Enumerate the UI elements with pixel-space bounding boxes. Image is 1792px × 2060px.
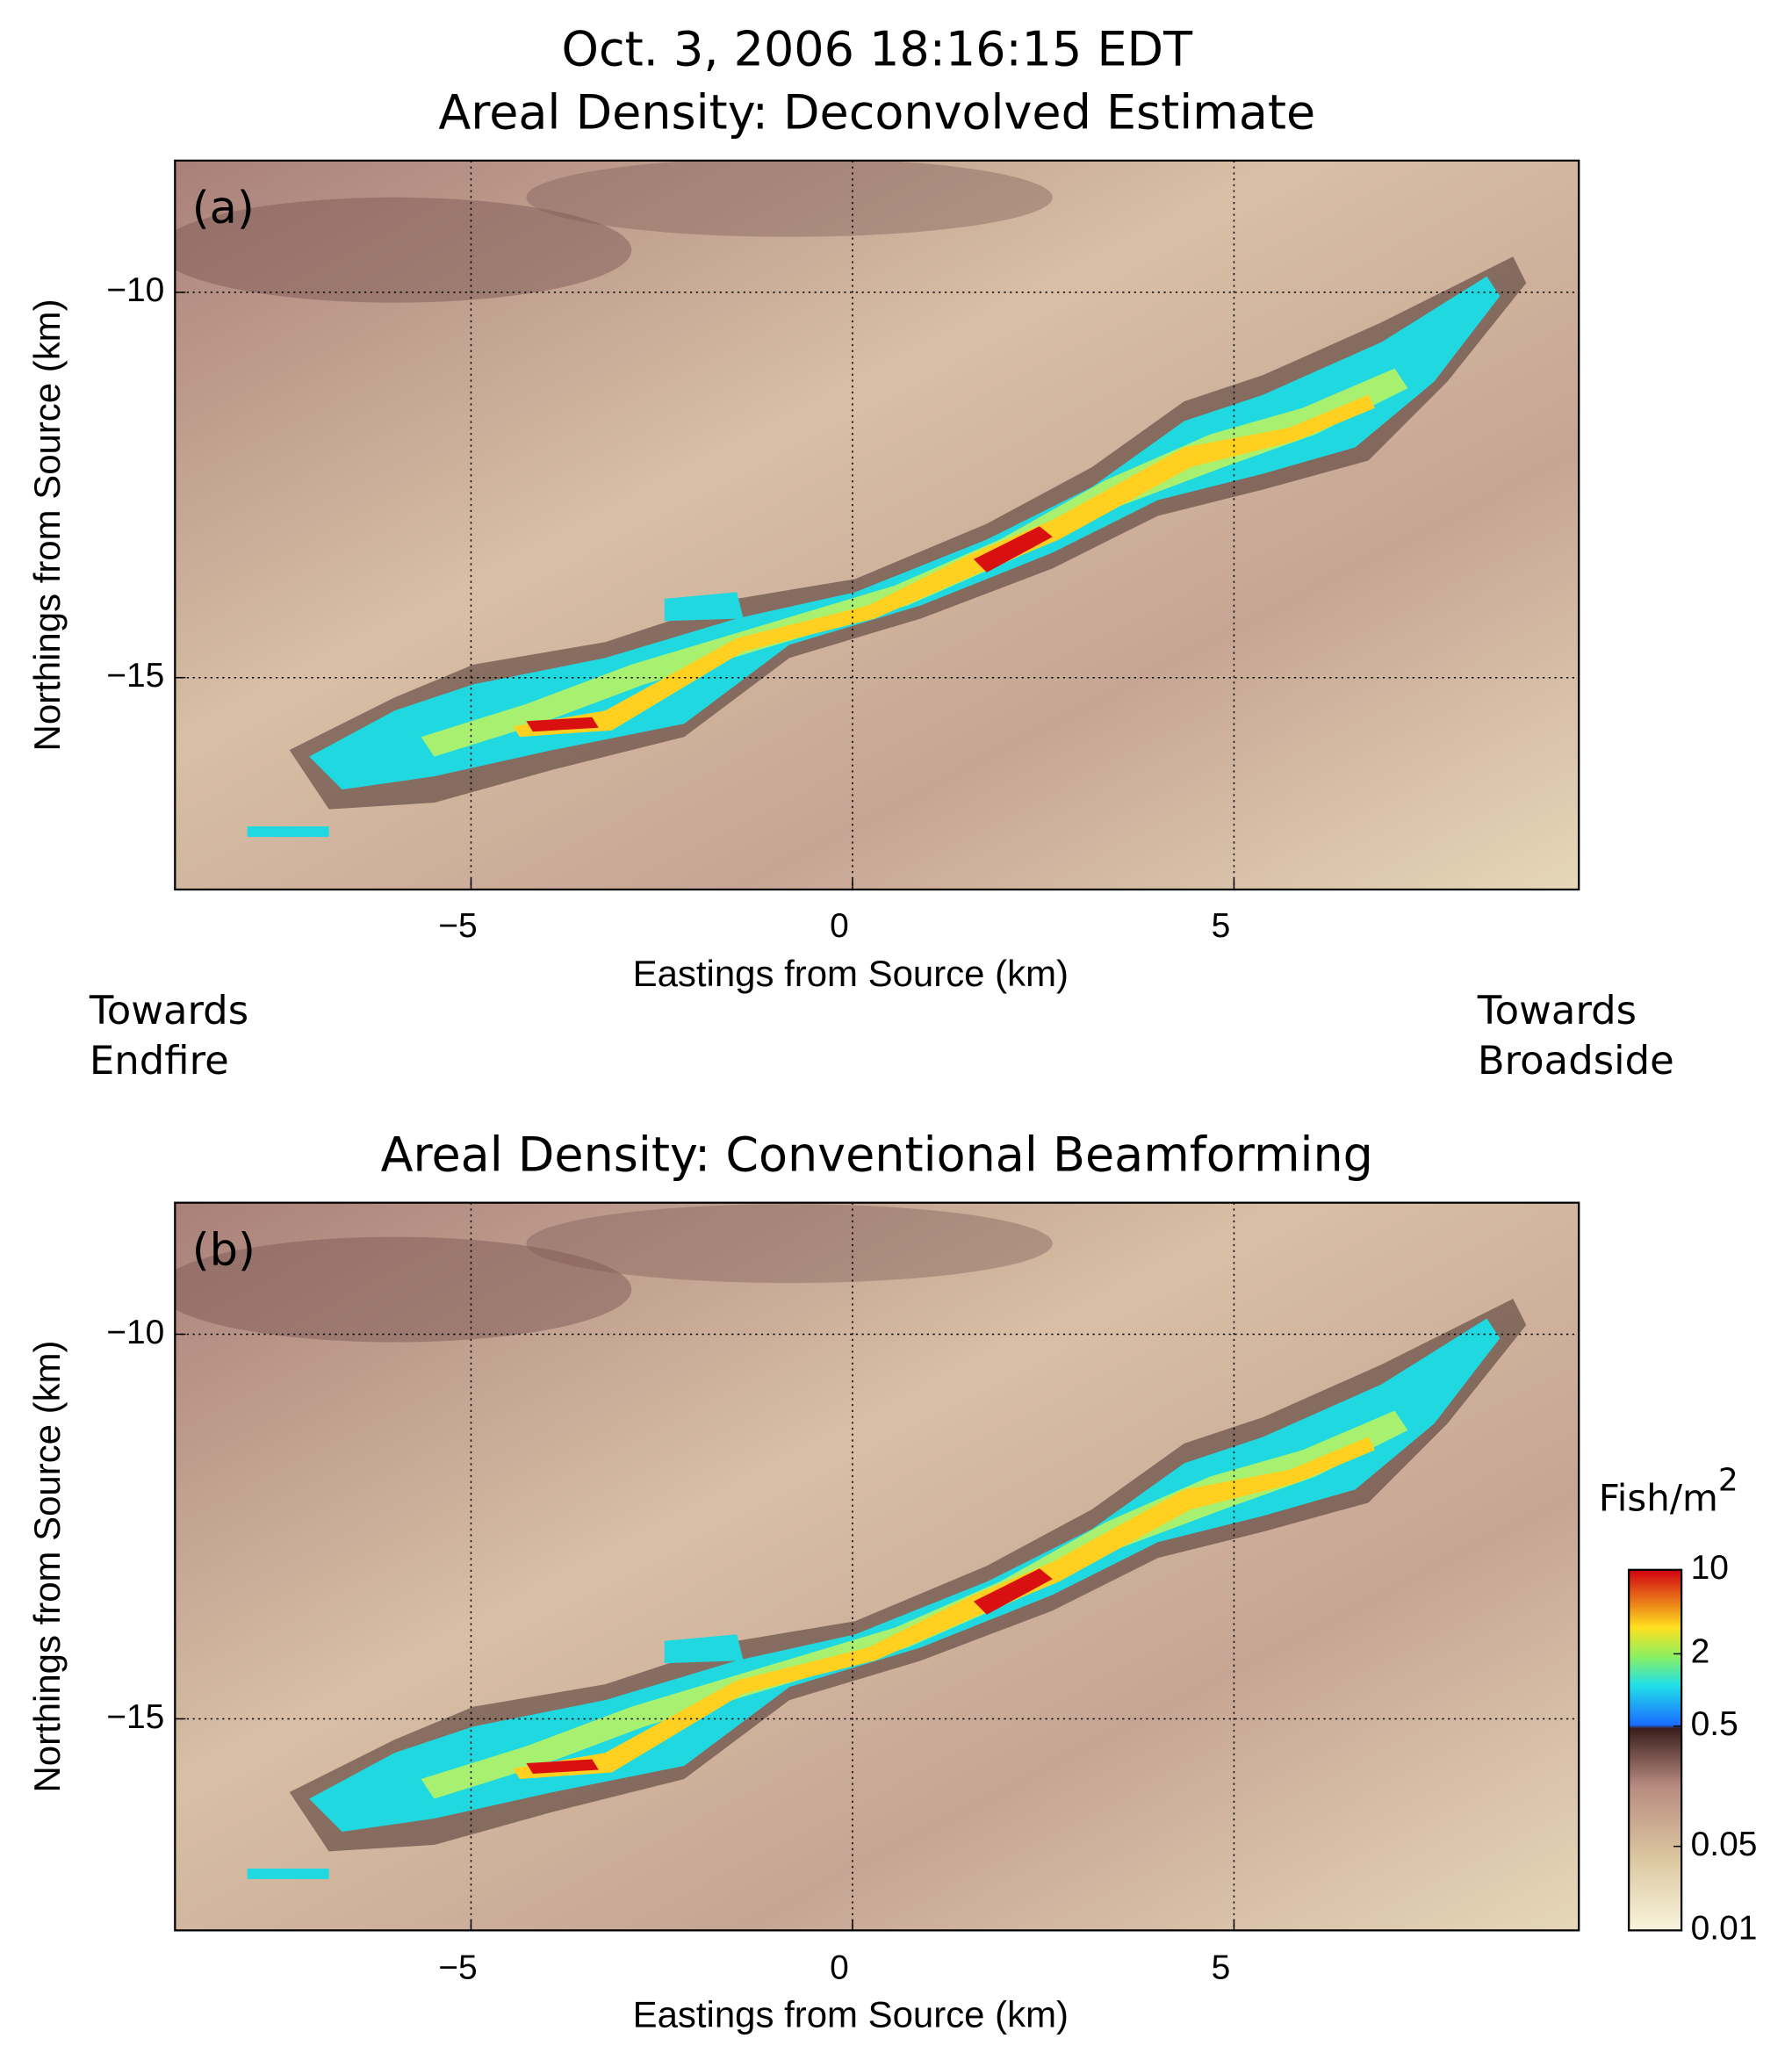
colorbar-label-sup: 2 xyxy=(1718,1462,1738,1498)
axes-frame xyxy=(174,159,1580,891)
heatmap-image xyxy=(175,1202,1580,1931)
annotation: Towards xyxy=(1477,987,1637,1034)
colorbar-label: Fish/m2 xyxy=(1599,1462,1738,1518)
panel-label: (b) xyxy=(192,1225,255,1277)
x-tick-label: 5 xyxy=(1212,1949,1231,1987)
y-axis-label: Northings from Source (km) xyxy=(26,1341,68,1793)
annotation: Towards xyxy=(89,987,248,1034)
y-tick-label: −15 xyxy=(106,657,164,695)
colorbar-tick-label: 2 xyxy=(1691,1633,1710,1671)
colorbar-tick-label: 0.01 xyxy=(1691,1910,1758,1948)
x-axis-label: Eastings from Source (km) xyxy=(633,1993,1069,2035)
panel-label: (a) xyxy=(192,183,255,234)
x-axis-label: Eastings from Source (km) xyxy=(633,953,1069,994)
y-tick-label: −10 xyxy=(106,1314,164,1351)
heatmap-image xyxy=(175,160,1580,890)
chart-suptitle: Oct. 3, 2006 18:16:15 EDT xyxy=(562,22,1194,77)
x-tick-label: 0 xyxy=(830,1949,849,1987)
colorbar-tick-label: 0.05 xyxy=(1691,1826,1758,1863)
colorbar-label-text: Fish/m xyxy=(1599,1476,1718,1519)
y-tick-label: −15 xyxy=(106,1698,164,1736)
colorbar xyxy=(1628,1568,1683,1932)
x-tick-label: −5 xyxy=(438,1949,477,1987)
x-tick-label: −5 xyxy=(438,907,477,945)
annotation: Broadside xyxy=(1478,1037,1674,1084)
x-tick-label: 5 xyxy=(1212,907,1231,945)
colorbar-tick-label: 10 xyxy=(1691,1549,1729,1587)
annotation: Endfire xyxy=(90,1037,229,1084)
colorbar-tick-label: 0.5 xyxy=(1691,1705,1738,1743)
y-tick-label: −10 xyxy=(106,271,164,309)
y-axis-label: Northings from Source (km) xyxy=(26,299,68,751)
axes-frame xyxy=(174,1201,1580,1932)
chart-title: Areal Density: Conventional Beamforming xyxy=(381,1127,1373,1182)
x-tick-label: 0 xyxy=(830,907,849,945)
chart-title: Areal Density: Deconvolved Estimate xyxy=(438,85,1315,140)
